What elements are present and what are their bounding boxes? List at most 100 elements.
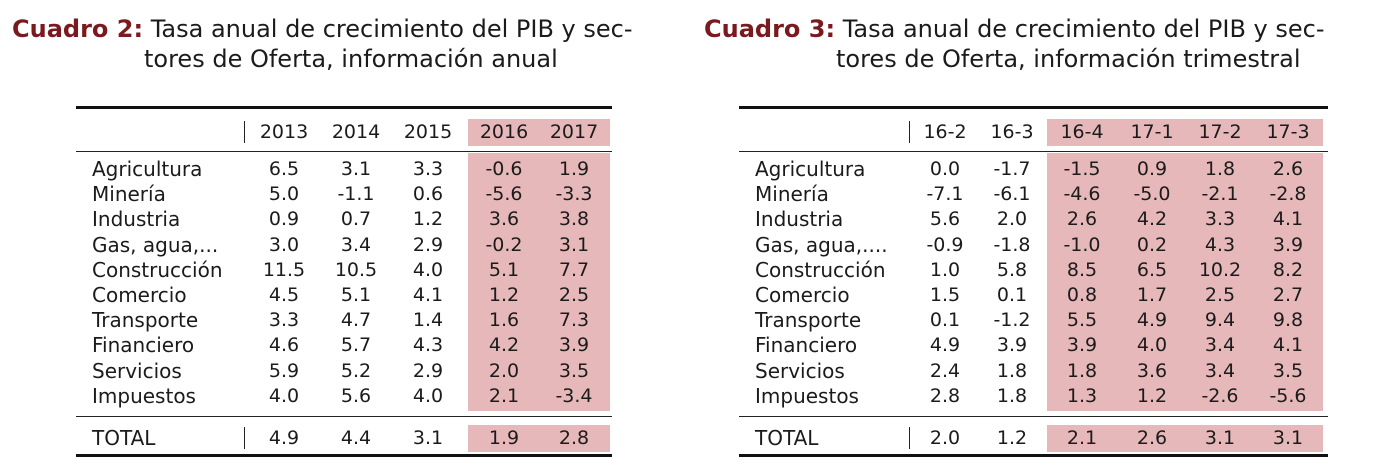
column-header: 2016 <box>479 121 529 143</box>
table-cell: 1.8 <box>1204 158 1236 180</box>
row-label: Servicios <box>92 358 182 383</box>
table-cell: 1.2 <box>412 208 444 231</box>
row-label: Gas, agua,.... <box>755 232 888 257</box>
table-cell: -5.0 <box>1133 183 1171 206</box>
column-separator <box>244 427 245 449</box>
table-cell: 8.2 <box>1272 258 1304 281</box>
highlight-block <box>468 425 610 452</box>
table-cell: -1.1 <box>337 183 375 206</box>
table-cell: 6.5 <box>268 158 300 180</box>
table2-quarterly: 16-2 16-3 16-4 17-1 17-2 17-3 Agricultura 0.0 -1… <box>739 106 1328 457</box>
total-cell: 2.0 <box>929 427 961 449</box>
table-cell: 0.6 <box>412 183 444 206</box>
table-cell: 4.0 <box>268 384 300 407</box>
table-cell: 4.2 <box>1136 208 1168 231</box>
row-rule <box>739 416 1328 417</box>
row-label: Construcción <box>755 257 886 282</box>
table-cell: 2.6 <box>1066 208 1098 231</box>
table-cell: 3.0 <box>268 233 300 256</box>
table-cell: 4.1 <box>1272 334 1304 357</box>
row-label: Comercio <box>755 283 850 307</box>
table-cell: 1.0 <box>929 258 961 281</box>
table-cell: 2.7 <box>1272 284 1304 306</box>
total-cell: 3.1 <box>1272 427 1304 449</box>
table-cell: 5.1 <box>340 284 372 306</box>
table-cell: 4.0 <box>1136 334 1168 357</box>
row-label: Industria <box>755 207 844 232</box>
table-cell: 4.7 <box>340 309 372 332</box>
table-cell: 3.3 <box>268 309 300 332</box>
table2-label: Cuadro 3: <box>704 15 836 43</box>
table2-title-line1: Tasa anual de crecimiento del PIB y sec- <box>842 15 1325 43</box>
total-cell: 4.9 <box>268 427 300 449</box>
table-cell: 2.6 <box>1272 158 1304 180</box>
highlight-block <box>1047 119 1323 146</box>
table-cell: 0.9 <box>268 208 300 231</box>
table1-annual: 2013 2014 2015 2016 2017 Agricultura 6.5 3.1 3.3… <box>76 106 612 457</box>
column-header: 2017 <box>549 121 599 143</box>
table-cell: -1.5 <box>1063 158 1101 180</box>
table-cell: -0.2 <box>485 233 523 256</box>
table-cell: 4.2 <box>488 334 520 357</box>
column-separator <box>909 121 910 143</box>
highlight-block <box>1047 153 1323 411</box>
table-cell: 10.2 <box>1198 258 1242 281</box>
table-cell: 11.5 <box>262 258 306 281</box>
table-cell: 0.2 <box>1136 233 1168 256</box>
highlight-block <box>1047 425 1323 452</box>
table-cell: 6.5 <box>1136 258 1168 281</box>
table-cell: -0.9 <box>926 233 964 256</box>
table-cell: 7.7 <box>558 258 590 281</box>
table-cell: 2.0 <box>996 208 1028 231</box>
table-cell: 3.9 <box>558 334 590 357</box>
table-cell: 3.3 <box>412 158 444 180</box>
row-label: Transporte <box>755 308 862 333</box>
column-separator <box>909 427 910 449</box>
row-label: Industria <box>92 207 181 232</box>
table-cell: 3.4 <box>1204 359 1236 382</box>
table-cell: 0.7 <box>340 208 372 231</box>
table-cell: -7.1 <box>926 183 964 206</box>
table-cell: 3.5 <box>558 359 590 382</box>
table-cell: 4.0 <box>412 384 444 407</box>
table-cell: 10.5 <box>334 258 378 281</box>
table-cell: -2.6 <box>1201 384 1239 407</box>
table-cell: 4.1 <box>1272 208 1304 231</box>
table-cell: 3.1 <box>340 158 372 180</box>
table-cell: 4.6 <box>268 334 300 357</box>
table-cell: 0.9 <box>1136 158 1168 180</box>
table-cell: 1.8 <box>1066 359 1098 382</box>
table-cell: -1.0 <box>1063 233 1101 256</box>
table-cell: 0.1 <box>929 309 961 332</box>
table-cell: -5.6 <box>1269 384 1307 407</box>
row-label: Agricultura <box>755 157 866 181</box>
column-header: 2015 <box>403 121 453 143</box>
column-header: 16-2 <box>923 121 967 143</box>
table-cell: 5.6 <box>929 208 961 231</box>
table-cell: 3.5 <box>1272 359 1304 382</box>
table-cell: 1.3 <box>1066 384 1098 407</box>
table1-title-line2: tores de Oferta, información anual <box>144 45 558 73</box>
table-cell: 3.4 <box>1204 334 1236 357</box>
table-cell: 2.8 <box>929 384 961 407</box>
table-cell: 2.1 <box>488 384 520 407</box>
column-header: 17-3 <box>1266 121 1310 143</box>
total-cell: 1.2 <box>996 427 1028 449</box>
table-cell: 5.8 <box>996 258 1028 281</box>
table-cell: 7.3 <box>558 309 590 332</box>
table-cell: 1.8 <box>996 359 1028 382</box>
table-cell: 1.8 <box>996 384 1028 407</box>
column-header: 2014 <box>331 121 381 143</box>
table-cell: 3.1 <box>558 233 590 256</box>
table-cell: 2.0 <box>488 359 520 382</box>
table-cell: -1.8 <box>993 233 1031 256</box>
total-label: TOTAL <box>92 426 156 450</box>
table-cell: 0.8 <box>1066 284 1098 306</box>
table-cell: 2.5 <box>1204 284 1236 306</box>
table-cell: 1.4 <box>412 309 444 332</box>
table-cell: 4.3 <box>412 334 444 357</box>
row-label: Gas, agua,... <box>92 232 219 257</box>
table-cell: 4.9 <box>929 334 961 357</box>
table-cell: 3.9 <box>1272 233 1304 256</box>
table-cell: 9.4 <box>1204 309 1236 332</box>
